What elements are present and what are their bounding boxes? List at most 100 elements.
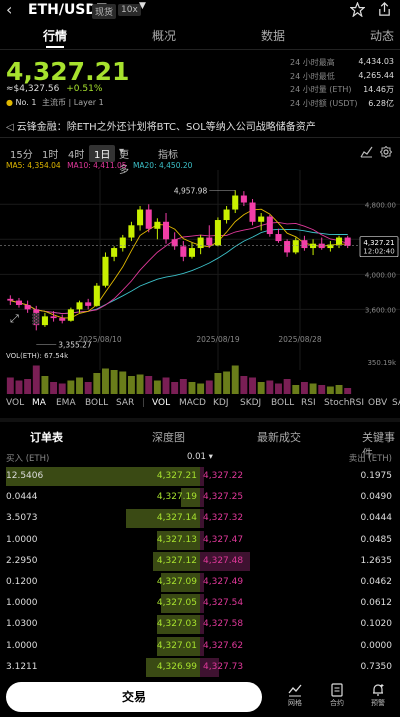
orderbook-row[interactable]: 3.1211 4,326.99 4,327.73 0.7350 xyxy=(0,657,400,678)
volume-bar xyxy=(84,382,92,394)
stat-label: 24 小时额 (USDT) xyxy=(290,98,358,108)
ind-vol-sub[interactable]: VOL xyxy=(152,398,171,408)
bid-quantity: 2.2950 xyxy=(6,555,38,566)
candle-body xyxy=(67,309,74,321)
contract-icon xyxy=(331,683,343,697)
ind-macd[interactable]: MACD xyxy=(179,398,206,408)
section-divider xyxy=(0,418,400,422)
tf-1d[interactable]: 1日 xyxy=(89,145,116,162)
ma10-line xyxy=(10,221,348,315)
x-axis-label: 2025/08/10 xyxy=(78,335,121,344)
y-tick-label: 4,000.00 xyxy=(365,271,396,279)
orderbook-row[interactable]: 12.5406 4,327.21 4,327.22 0.1975 xyxy=(0,466,400,487)
orderbook-row[interactable]: 3.5073 4,327.14 4,327.32 0.0444 xyxy=(0,508,400,529)
ind-kdj[interactable]: KDJ xyxy=(213,398,229,408)
volume-bar xyxy=(24,379,32,394)
precision-select[interactable]: 0.01 ▾ xyxy=(187,452,213,462)
orderbook-row[interactable]: 2.2950 4,327.12 4,327.48 1.2635 xyxy=(0,551,400,572)
stat-row: 24 小时最低 4,265.44 xyxy=(290,71,394,85)
fiat-price-line: ≈$4,327.56 +0.51% xyxy=(6,84,102,94)
ind-ma[interactable]: MA xyxy=(32,398,46,408)
tab-depth[interactable]: 深度图 xyxy=(152,431,185,444)
ind-vol-main[interactable]: VOL xyxy=(6,398,25,408)
tf-15m[interactable]: 15分 xyxy=(10,150,33,161)
news-ticker[interactable]: ◁ 云锋金融：除ETH之外还计划将BTC、SOL等纳入公司战略储备资产 xyxy=(6,118,316,133)
volume-bar xyxy=(283,379,291,394)
bid-depth-bar xyxy=(157,636,200,656)
bid-quantity: 3.5073 xyxy=(6,513,38,524)
tf-more[interactable]: 更多 ▾ xyxy=(119,146,129,176)
pair-dropdown-icon[interactable]: ▼ xyxy=(139,1,146,11)
bid-quantity: 0.1200 xyxy=(6,577,38,587)
ask-price: 4,327.62 xyxy=(203,640,244,651)
candle-body xyxy=(145,209,152,229)
ask-depth-bar xyxy=(200,509,204,529)
volume-bar xyxy=(240,376,248,394)
ind-boll-sub[interactable]: BOLL xyxy=(271,398,295,408)
candle-body xyxy=(76,302,83,310)
settings-gear-icon[interactable] xyxy=(380,146,392,158)
ind-sa[interactable]: SA xyxy=(392,398,400,408)
back-arrow-icon[interactable]: ‹ xyxy=(6,0,13,19)
ask-price: 4,327.49 xyxy=(203,577,244,587)
orderbook-row[interactable]: 0.0444 4,327.19 4,327.25 0.0490 xyxy=(0,487,400,508)
orderbook-row[interactable]: 0.1200 4,327.09 4,327.49 0.0462 xyxy=(0,572,400,593)
bid-header: 买入 (ETH) xyxy=(6,454,50,464)
tab-orderbook[interactable]: 订单表 xyxy=(30,431,63,444)
megaphone-icon: ◁ xyxy=(6,122,14,133)
ind-stochrsi[interactable]: StochRSI xyxy=(324,398,365,408)
ind-rsi[interactable]: RSI xyxy=(301,398,316,408)
volume-label: VOL(ETH): 67.54k xyxy=(6,352,69,360)
ind-boll-main[interactable]: BOLL xyxy=(85,398,109,408)
tab-overview[interactable]: 概况 xyxy=(152,29,177,43)
ind-obv[interactable]: OBV xyxy=(368,398,388,408)
tab-active-underline xyxy=(46,46,64,48)
ind-ema[interactable]: EMA xyxy=(56,398,76,408)
orderbook-row[interactable]: 1.0300 4,327.03 4,327.58 0.1020 xyxy=(0,614,400,635)
volume-bar xyxy=(67,380,75,394)
volume-bar xyxy=(249,377,256,394)
ask-quantity: 0.0444 xyxy=(360,513,393,524)
grid-chart-icon xyxy=(288,684,302,697)
price-chart[interactable]: 4,800.004,400.004,000.003,600.004,957.98… xyxy=(0,170,400,395)
grid-nav-button[interactable]: 网格 xyxy=(280,682,310,708)
stats-panel: 24 小时最高 4,434.03 24 小时最低 4,265.44 24 小时量 (… xyxy=(290,57,394,111)
news-text[interactable]: 云锋金融：除ETH之外还计划将BTC、SOL等纳入公司战略储备资产 xyxy=(16,122,316,133)
chart-style-icon[interactable] xyxy=(360,146,373,158)
ma5-value: MA5: 4,354.04 xyxy=(6,161,61,170)
tab-data[interactable]: 数据 xyxy=(261,29,286,43)
volume-bar xyxy=(335,385,343,394)
contract-nav-button[interactable]: 合约 xyxy=(322,682,352,708)
ind-skdj[interactable]: SKDJ xyxy=(240,398,262,408)
orderbook-row[interactable]: 1.0000 4,327.01 4,327.62 0.0000 xyxy=(0,636,400,657)
tab-trades[interactable]: 最新成交 xyxy=(257,431,301,444)
tf-4h[interactable]: 4时 xyxy=(68,150,85,161)
share-icon[interactable] xyxy=(377,1,392,17)
volume-bar xyxy=(171,382,179,394)
grid-nav-label: 网格 xyxy=(288,699,302,707)
tf-1h[interactable]: 1时 xyxy=(42,150,59,161)
favorite-star-icon[interactable] xyxy=(350,2,365,17)
stat-row: 24 小时最高 4,434.03 xyxy=(290,57,394,71)
pair-title[interactable]: ETH/USDT xyxy=(28,2,107,18)
orderbook-row[interactable]: 1.0000 4,327.05 4,327.54 0.0612 xyxy=(0,593,400,614)
tab-events[interactable]: 关键事件 xyxy=(362,431,395,460)
volume-bar xyxy=(223,371,231,394)
ask-depth-bar xyxy=(200,467,204,486)
rank-tags[interactable]: 主流币 | Layer 1 xyxy=(42,98,104,107)
volume-bar xyxy=(162,377,170,394)
candle-countdown: 12:02:40 xyxy=(363,248,394,256)
ind-sar[interactable]: SAR xyxy=(116,398,135,408)
orderbook-row[interactable]: 1.0000 4,327.13 4,327.47 0.0485 xyxy=(0,530,400,551)
trade-button[interactable]: 交易 xyxy=(6,682,262,712)
tab-market[interactable]: 行情 xyxy=(43,29,68,43)
candle-body xyxy=(24,304,31,310)
candle-body xyxy=(301,240,308,249)
alert-nav-button[interactable]: 预警 xyxy=(363,682,393,708)
tf-indicators[interactable]: 指标 xyxy=(158,150,178,161)
tab-news[interactable]: 动态 xyxy=(370,29,395,43)
candle-body xyxy=(292,240,299,253)
volume-bar xyxy=(76,377,83,394)
volume-bar xyxy=(257,382,265,394)
candle-body xyxy=(180,246,187,257)
